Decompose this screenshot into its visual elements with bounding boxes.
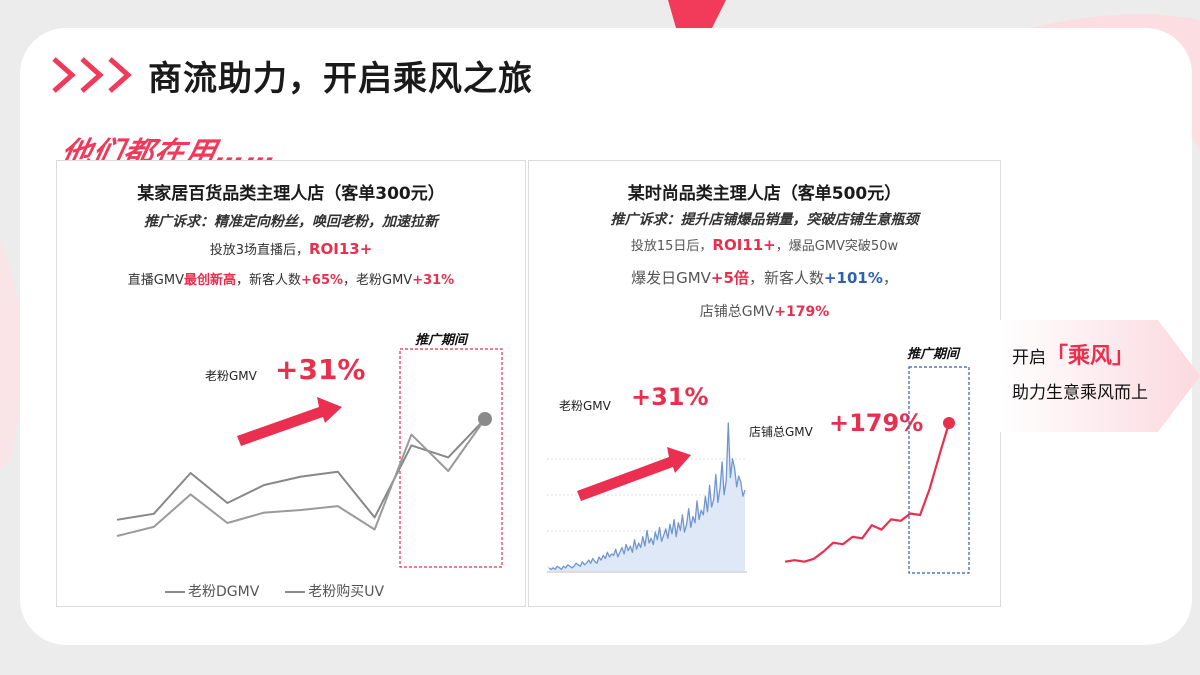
- side-arrow-shape: [1000, 320, 1200, 432]
- trend-arrow: [237, 397, 342, 446]
- legend-label: 老粉DGMV: [188, 584, 260, 600]
- series-line: [116, 418, 486, 521]
- result-text: 直播GMV: [127, 273, 184, 288]
- sidebar-callout: 开启「乘风」 助力生意乘风而上: [1004, 330, 1200, 442]
- triple-chevron-icon: [52, 57, 132, 93]
- case-result-line-3: 店铺总GMV+179%: [529, 301, 1000, 321]
- legend-item: 老粉购买UV: [285, 581, 384, 601]
- result-highlight: +101%: [823, 269, 883, 287]
- callout-line-1: 开启「乘风」: [1012, 338, 1134, 370]
- chart-percentage: +31%: [275, 353, 366, 386]
- chart-label: 店铺总GMV: [749, 425, 813, 439]
- case-panel-home-goods: 某家居百货品类主理人店（客单300元） 推广诉求：精准定向粉丝，唤回老粉，加速拉…: [56, 160, 526, 607]
- series-line: [116, 418, 486, 537]
- result-text: ，老粉GMV: [343, 273, 413, 288]
- case-panel-fashion: 某时尚品类主理人店（客单500元） 推广诉求：提升店铺爆品销量，突破店铺生意瓶颈…: [528, 160, 1001, 607]
- result-text: 投放3场直播后，: [209, 243, 309, 258]
- result-highlight: +5倍: [710, 269, 749, 287]
- case-result-line-2: 直播GMV最创新高，新客人数+65%，老粉GMV+31%: [57, 269, 525, 288]
- trend-arrow: [577, 447, 691, 501]
- series-end-point: [478, 412, 492, 426]
- promo-period-box: [399, 348, 503, 568]
- callout-text: 开启: [1012, 348, 1046, 368]
- series-line: [548, 422, 746, 571]
- case-title: 某家居百货品类主理人店（客单300元）: [137, 184, 445, 204]
- page-title: 商流助力，开启乘风之旅: [148, 58, 533, 99]
- result-text: ，爆品GMV突破50w: [775, 239, 899, 254]
- chart-label: 老粉GMV: [205, 369, 257, 383]
- series-line: [784, 422, 951, 563]
- title-row: 商流助力，开启乘风之旅: [50, 50, 533, 100]
- result-text: ，新客人数: [748, 269, 824, 287]
- roi-value: ROI13+: [308, 240, 373, 258]
- result-highlight: 最创新高: [183, 273, 236, 288]
- result-text: 投放15日后，: [630, 239, 713, 254]
- callout-line-2: 助力生意乘风而上: [1012, 383, 1148, 403]
- chart-series-group: [116, 412, 492, 537]
- promo-period-box: [908, 366, 970, 574]
- chart-series-group: [548, 422, 746, 571]
- chart-label: 老粉GMV: [559, 399, 611, 413]
- line-chart-old-fans: [116, 348, 503, 568]
- case-goal: 推广诉求：精准定向粉丝，唤回老粉，加速拉新: [144, 214, 438, 230]
- case-result-line-1: 投放15日后，ROI11+，爆品GMV突破50w: [529, 235, 1000, 254]
- series-end-point: [943, 417, 955, 429]
- case-title: 某时尚品类主理人店（客单500元）: [627, 184, 902, 204]
- result-highlight: +31%: [412, 273, 455, 288]
- callout-highlight: 「乘风」: [1046, 344, 1135, 369]
- result-text: 爆发日GMV: [631, 269, 711, 287]
- line-charts-fashion: [547, 366, 970, 574]
- chart-percentage: +179%: [829, 409, 924, 437]
- roi-value: ROI11+: [712, 236, 776, 254]
- chart-percentage: +31%: [631, 383, 709, 411]
- case-result-line-1: 投放3场直播后，ROI13+: [57, 239, 525, 258]
- chart-series-group: [784, 417, 955, 563]
- result-highlight: +179%: [774, 304, 830, 320]
- promo-period-label: 推广期间: [907, 347, 960, 362]
- result-highlight: +65%: [301, 273, 344, 288]
- chart-legend: 老粉DGMV 老粉购买UV: [165, 581, 384, 601]
- result-text: 店铺总GMV: [699, 304, 775, 320]
- case-result-line-2: 爆发日GMV+5倍，新客人数+101%，: [529, 267, 1000, 288]
- result-text: ，: [882, 269, 898, 287]
- legend-label: 老粉购买UV: [308, 584, 385, 600]
- result-text: ，新客人数: [235, 273, 301, 288]
- series-area: [549, 423, 745, 571]
- promo-period-label: 推广期间: [415, 333, 468, 348]
- legend-item: 老粉DGMV: [165, 581, 259, 601]
- case-goal: 推广诉求：提升店铺爆品销量，突破店铺生意瓶颈: [610, 212, 919, 228]
